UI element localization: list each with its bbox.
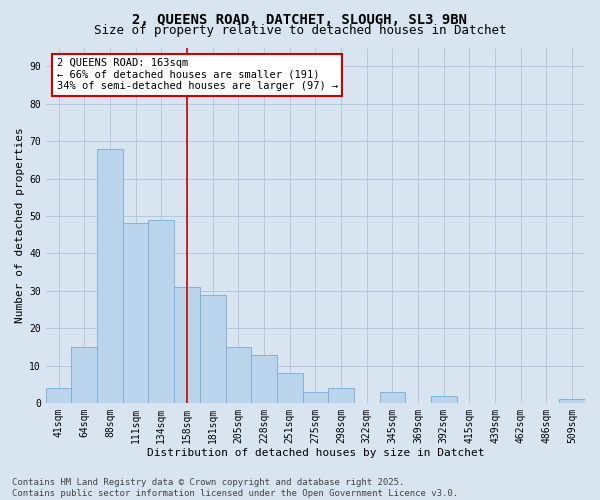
- Bar: [97, 148, 123, 403]
- X-axis label: Distribution of detached houses by size in Datchet: Distribution of detached houses by size …: [146, 448, 484, 458]
- Text: 2, QUEENS ROAD, DATCHET, SLOUGH, SL3 9BN: 2, QUEENS ROAD, DATCHET, SLOUGH, SL3 9BN: [133, 12, 467, 26]
- Bar: [226, 347, 251, 403]
- Bar: [302, 392, 328, 403]
- Text: Contains HM Land Registry data © Crown copyright and database right 2025.
Contai: Contains HM Land Registry data © Crown c…: [12, 478, 458, 498]
- Bar: [251, 354, 277, 403]
- Bar: [277, 374, 302, 403]
- Y-axis label: Number of detached properties: Number of detached properties: [15, 128, 25, 323]
- Text: Size of property relative to detached houses in Datchet: Size of property relative to detached ho…: [94, 24, 506, 37]
- Bar: [200, 294, 226, 403]
- Bar: [431, 396, 457, 403]
- Bar: [380, 392, 405, 403]
- Bar: [148, 220, 174, 403]
- Bar: [71, 347, 97, 403]
- Bar: [123, 224, 148, 403]
- Bar: [328, 388, 354, 403]
- Bar: [46, 388, 71, 403]
- Bar: [174, 287, 200, 403]
- Text: 2 QUEENS ROAD: 163sqm
← 66% of detached houses are smaller (191)
34% of semi-det: 2 QUEENS ROAD: 163sqm ← 66% of detached …: [56, 58, 338, 92]
- Bar: [559, 400, 585, 403]
